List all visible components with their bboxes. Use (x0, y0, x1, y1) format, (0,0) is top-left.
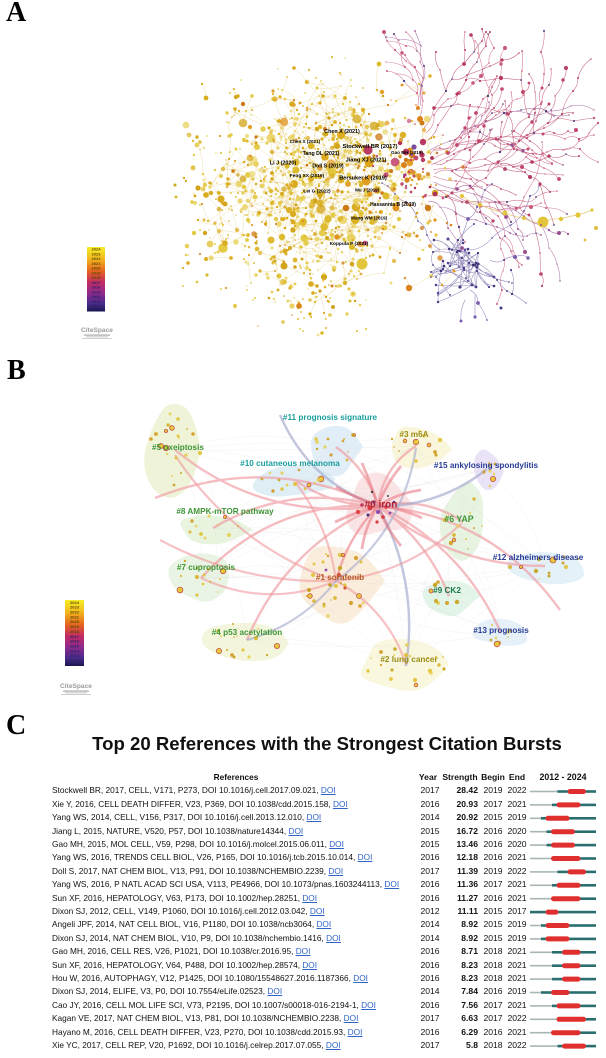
svg-text:Li J (2020): Li J (2020) (270, 160, 297, 166)
svg-text:2021: 2021 (70, 614, 80, 619)
svg-text:#1 sorafenib: #1 sorafenib (316, 573, 364, 582)
svg-text:CiteSpace: CiteSpace (81, 327, 113, 334)
svg-text:2023: 2023 (92, 251, 102, 256)
svg-text:2016: 2016 (92, 285, 102, 290)
svg-text:2013: 2013 (92, 299, 102, 304)
svg-text:Bersuker K (2019): Bersuker K (2019) (339, 176, 387, 182)
svg-text:Gao MH (2019): Gao MH (2019) (391, 150, 423, 155)
svg-text:2012: 2012 (92, 304, 102, 309)
svg-text:2022: 2022 (92, 256, 102, 261)
svg-text:Stockwell BR (2017): Stockwell BR (2017) (342, 144, 397, 150)
svg-text:2022: 2022 (70, 610, 80, 615)
svg-text:2021: 2021 (92, 261, 102, 266)
svg-text:2023: 2023 (70, 605, 80, 610)
svg-text:#15 ankylosing spondylitis: #15 ankylosing spondylitis (434, 461, 539, 470)
svg-text:2020: 2020 (92, 266, 102, 271)
svg-text:#10 cutaneous melanoma: #10 cutaneous melanoma (240, 459, 340, 468)
svg-text:2019: 2019 (70, 624, 80, 629)
svg-text:CiteSpace: CiteSpace (60, 683, 92, 690)
svg-text:Wu J (2019): Wu J (2019) (355, 188, 380, 193)
svg-text:#4 p53 acetylation: #4 p53 acetylation (212, 628, 283, 637)
svg-text:Doll S (2019): Doll S (2019) (312, 163, 343, 169)
svg-text:2018: 2018 (92, 275, 102, 280)
svg-text:Tang DL (2021): Tang DL (2021) (303, 151, 340, 157)
svg-text:#9 CK2: #9 CK2 (433, 586, 461, 595)
svg-text:Chen X (2021): Chen X (2021) (290, 139, 321, 144)
svg-text:Feng XX (2019): Feng XX (2019) (290, 173, 325, 179)
svg-text:Lei G (2022): Lei G (2022) (303, 189, 331, 195)
svg-text:Wang WM (2019): Wang WM (2019) (351, 216, 388, 221)
svg-text:2018: 2018 (70, 629, 80, 634)
svg-text:2015: 2015 (70, 644, 80, 649)
svg-text:#3 m6A: #3 m6A (399, 430, 428, 439)
svg-text:#8 AMPK-mTOR pathway: #8 AMPK-mTOR pathway (176, 507, 274, 516)
svg-text:2016: 2016 (70, 639, 80, 644)
svg-text:#7 cuproptosis: #7 cuproptosis (177, 563, 236, 572)
svg-text:2020: 2020 (70, 619, 80, 624)
svg-text:2017: 2017 (92, 280, 102, 285)
svg-text:#2 lung cancer: #2 lung cancer (380, 655, 438, 664)
svg-text:2019: 2019 (92, 270, 102, 275)
svg-text:2014: 2014 (92, 294, 102, 299)
svg-text:2015: 2015 (92, 289, 102, 294)
svg-text:2012: 2012 (70, 658, 80, 663)
svg-text:#12 alzheimers disease: #12 alzheimers disease (493, 553, 584, 562)
svg-text:#11 prognosis signature: #11 prognosis signature (283, 413, 378, 422)
svg-text:Chen X (2021): Chen X (2021) (324, 129, 360, 135)
svg-text:#0 iron: #0 iron (365, 500, 398, 511)
svg-text:#13 prognosis: #13 prognosis (473, 626, 529, 635)
svg-text:2024: 2024 (92, 247, 102, 252)
svg-text:#6 YAP: #6 YAP (444, 514, 473, 524)
svg-text:2013: 2013 (70, 653, 80, 658)
svg-text:Jiang XJ (2021): Jiang XJ (2021) (346, 158, 387, 164)
svg-text:Hassannia B (2019): Hassannia B (2019) (370, 202, 416, 208)
svg-text:Koppula P (2021): Koppula P (2021) (330, 241, 369, 247)
svg-text:2014: 2014 (70, 648, 80, 653)
svg-text:#5 oxeiptosis: #5 oxeiptosis (152, 443, 204, 452)
svg-text:2017: 2017 (70, 634, 80, 639)
svg-text:2024: 2024 (70, 600, 80, 605)
